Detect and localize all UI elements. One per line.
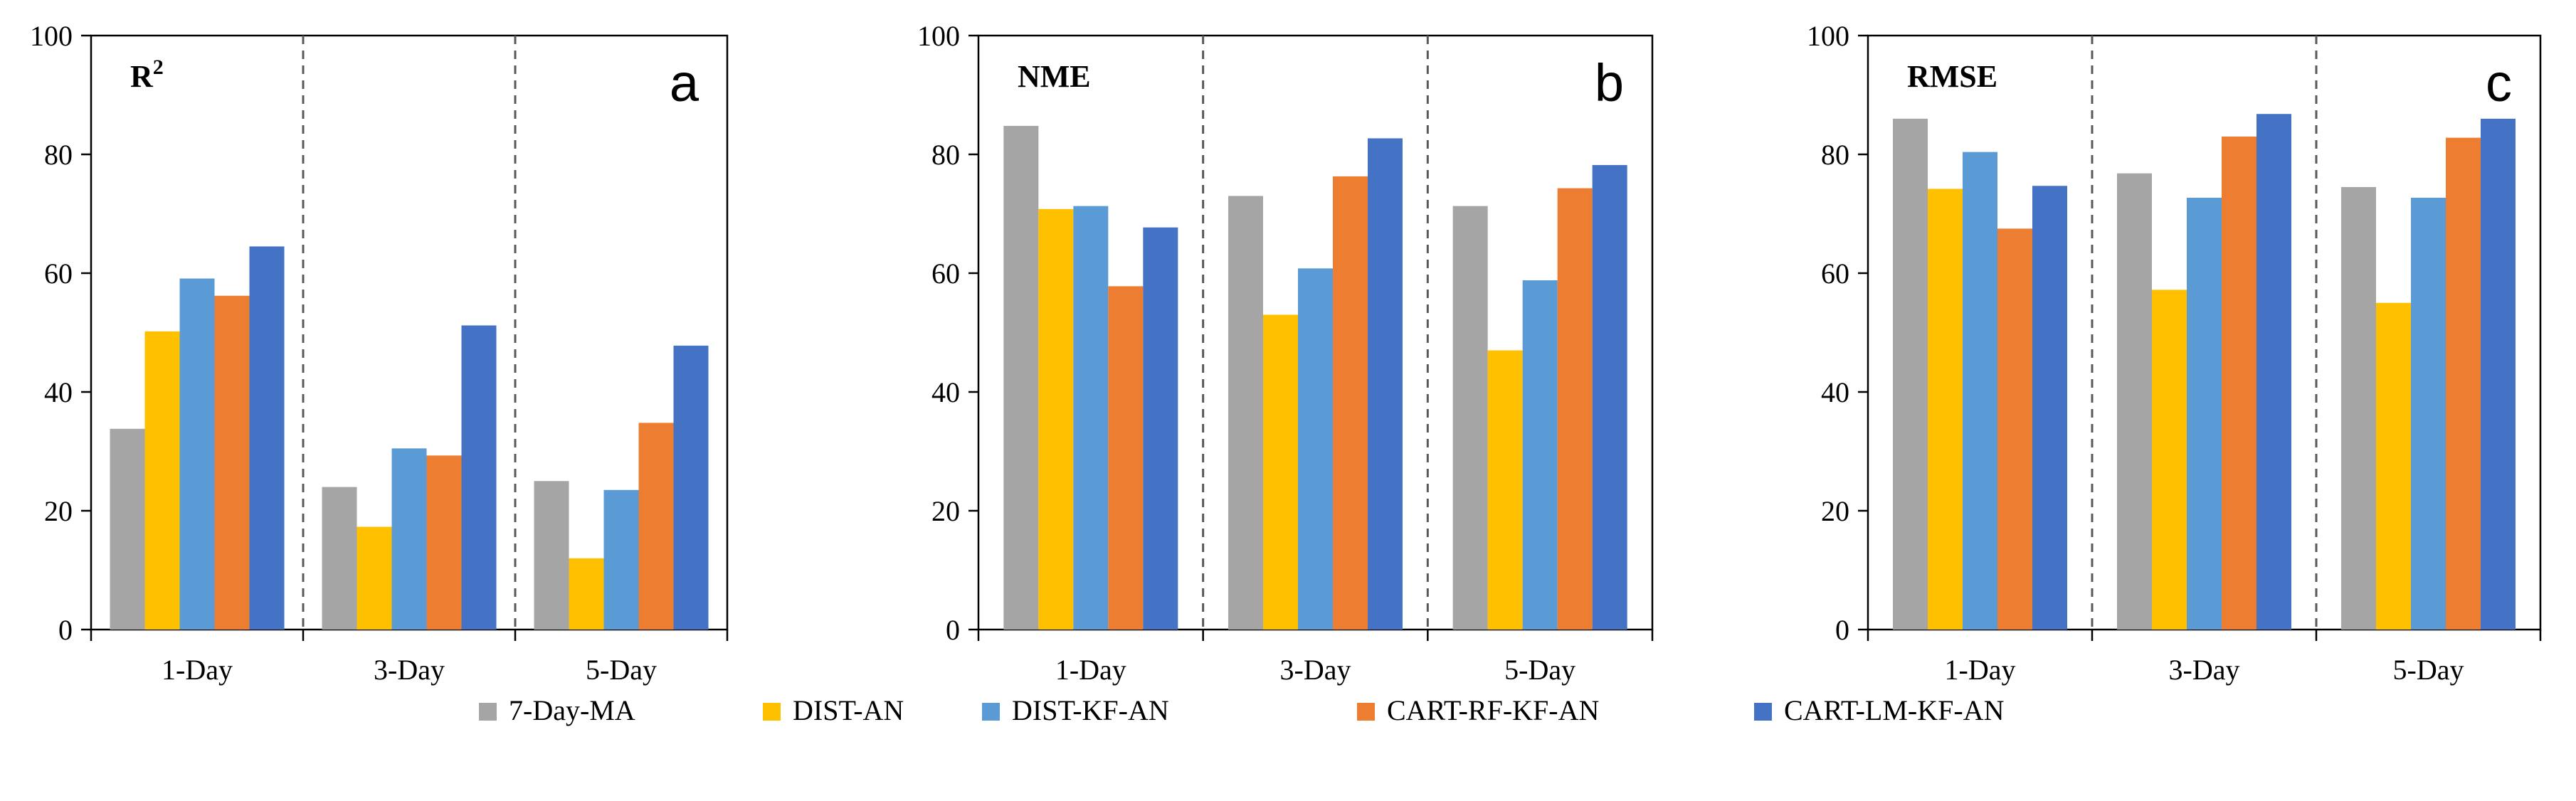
- legend-label: 7-Day-MA: [509, 694, 635, 726]
- y-tick-label: 0: [1835, 614, 1849, 646]
- bar-DIST-AN-5-Day: [1487, 350, 1523, 630]
- bar-7-Day-MA-1-Day: [110, 428, 145, 630]
- legend: 7-Day-MA DIST-AN DIST-KF-AN CART-RF-KF-AN CA…: [479, 694, 2004, 726]
- bar-DIST-KF-AN-1-Day: [1963, 152, 1997, 630]
- bar-CART-RF-KF-AN-1-Day: [1108, 286, 1144, 630]
- bar-DIST-AN-1-Day: [1038, 208, 1074, 630]
- bar-DIST-KF-AN-5-Day: [2411, 197, 2446, 630]
- legend-item: DIST-AN: [763, 694, 904, 726]
- bar-CART-LM-KF-AN-1-Day: [2032, 186, 2067, 630]
- bar-CART-RF-KF-AN-5-Day: [1557, 188, 1593, 630]
- legend-label: DIST-KF-AN: [1012, 694, 1169, 726]
- panel-letter: b: [1595, 53, 1624, 112]
- bar-CART-LM-KF-AN-3-Day: [1368, 138, 1403, 630]
- bar-7-Day-MA-5-Day: [2341, 186, 2376, 630]
- bar-CART-RF-KF-AN-1-Day: [214, 295, 250, 630]
- y-tick-label: 80: [1821, 139, 1849, 171]
- x-tick-label: 3-Day: [374, 654, 445, 686]
- legend-item: CART-LM-KF-AN: [1754, 694, 2004, 726]
- x-tick-label: 5-Day: [2393, 654, 2464, 686]
- y-tick-label: 20: [44, 495, 73, 527]
- metric-label: R2: [130, 55, 164, 94]
- legend-swatch: [1357, 703, 1375, 721]
- bar-CART-RF-KF-AN-3-Day: [2222, 136, 2256, 630]
- bar-CART-LM-KF-AN-3-Day: [461, 325, 497, 630]
- metric-label: RMSE: [1907, 59, 1997, 94]
- bar-CART-LM-KF-AN-1-Day: [1143, 227, 1178, 630]
- legend-label: CART-LM-KF-AN: [1784, 694, 2004, 726]
- bar-CART-LM-KF-AN-1-Day: [249, 246, 285, 630]
- y-tick-label: 80: [44, 139, 73, 171]
- legend-swatch: [982, 703, 1000, 721]
- panel-letter: a: [670, 53, 700, 112]
- legend-swatch: [1754, 703, 1772, 721]
- legend-swatch: [763, 703, 781, 721]
- bar-7-Day-MA-5-Day: [1452, 206, 1488, 630]
- chart-panel-b: 0 20 40 60 80 100 1-Day 3-Day 5-Day NME b: [917, 20, 1654, 686]
- bar-DIST-AN-1-Day: [1928, 189, 1963, 630]
- bar-CART-RF-KF-AN-3-Day: [1333, 176, 1368, 630]
- bar-7-Day-MA-1-Day: [1893, 118, 1928, 630]
- bar-7-Day-MA-3-Day: [2117, 173, 2152, 630]
- metric-superscript: 2: [153, 55, 164, 79]
- x-tick-label: 1-Day: [1055, 654, 1126, 686]
- x-tick-label: 5-Day: [586, 654, 657, 686]
- bar-DIST-AN-3-Day: [357, 526, 392, 630]
- bar-CART-LM-KF-AN-5-Day: [2481, 118, 2516, 630]
- chart-panel-c: 0 20 40 60 80 100 1-Day 3-Day 5-Day RMSE c: [1807, 20, 2542, 686]
- bar-7-Day-MA-5-Day: [534, 481, 569, 630]
- y-tick-label: 20: [931, 495, 960, 527]
- bar-CART-LM-KF-AN-5-Day: [1592, 165, 1627, 630]
- y-tick-label: 100: [917, 20, 960, 52]
- y-tick-label: 100: [1807, 20, 1849, 52]
- y-tick-label: 0: [946, 614, 960, 646]
- legend-label: CART-RF-KF-AN: [1387, 694, 1599, 726]
- bar-DIST-KF-AN-3-Day: [391, 448, 427, 630]
- y-tick-label: 60: [44, 258, 73, 290]
- bar-DIST-KF-AN-5-Day: [1522, 280, 1558, 630]
- bar-CART-RF-KF-AN-5-Day: [2446, 137, 2481, 630]
- legend-label: DIST-AN: [793, 694, 904, 726]
- bar-DIST-KF-AN-5-Day: [603, 489, 639, 630]
- bar-DIST-AN-5-Day: [2376, 302, 2411, 630]
- chart-panel-a: 0 20 40 60 80 100 1-Day 3-Day 5-Day R2 a: [30, 20, 729, 686]
- bar-7-Day-MA-1-Day: [1003, 125, 1039, 630]
- x-tick-label: 3-Day: [2169, 654, 2240, 686]
- y-tick-label: 60: [1821, 258, 1849, 290]
- x-tick-label: 1-Day: [1945, 654, 2016, 686]
- bar-DIST-KF-AN-1-Day: [179, 278, 215, 630]
- legend-item: 7-Day-MA: [479, 694, 635, 726]
- bar-CART-RF-KF-AN-5-Day: [638, 423, 674, 630]
- y-tick-label: 0: [58, 614, 73, 646]
- bar-DIST-AN-1-Day: [144, 331, 180, 630]
- bar-CART-RF-KF-AN-3-Day: [426, 455, 462, 630]
- y-tick-label: 80: [931, 139, 960, 171]
- y-tick-label: 40: [931, 376, 960, 408]
- x-tick-label: 3-Day: [1280, 654, 1351, 686]
- y-tick-label: 100: [30, 20, 73, 52]
- bar-CART-LM-KF-AN-5-Day: [673, 345, 709, 630]
- bar-DIST-KF-AN-3-Day: [2187, 197, 2222, 630]
- metric-label: NME: [1018, 59, 1091, 94]
- bar-DIST-AN-3-Day: [2152, 290, 2187, 630]
- bar-DIST-AN-5-Day: [569, 558, 604, 630]
- x-tick-label: 1-Day: [162, 654, 233, 686]
- y-tick-label: 20: [1821, 495, 1849, 527]
- bar-DIST-AN-3-Day: [1263, 314, 1298, 630]
- legend-swatch: [479, 703, 497, 721]
- legend-item: CART-RF-KF-AN: [1357, 694, 1599, 726]
- bar-DIST-KF-AN-3-Day: [1298, 268, 1333, 630]
- y-tick-label: 40: [44, 376, 73, 408]
- bar-7-Day-MA-3-Day: [1228, 196, 1263, 630]
- y-tick-label: 60: [931, 258, 960, 290]
- bar-CART-RF-KF-AN-1-Day: [1997, 228, 2032, 630]
- legend-item: DIST-KF-AN: [982, 694, 1169, 726]
- bar-CART-LM-KF-AN-3-Day: [2256, 114, 2291, 630]
- bar-DIST-KF-AN-1-Day: [1073, 206, 1109, 630]
- y-tick-label: 40: [1821, 376, 1849, 408]
- panel-letter: c: [2486, 53, 2512, 112]
- bar-7-Day-MA-3-Day: [322, 487, 357, 630]
- x-tick-label: 5-Day: [1504, 654, 1575, 686]
